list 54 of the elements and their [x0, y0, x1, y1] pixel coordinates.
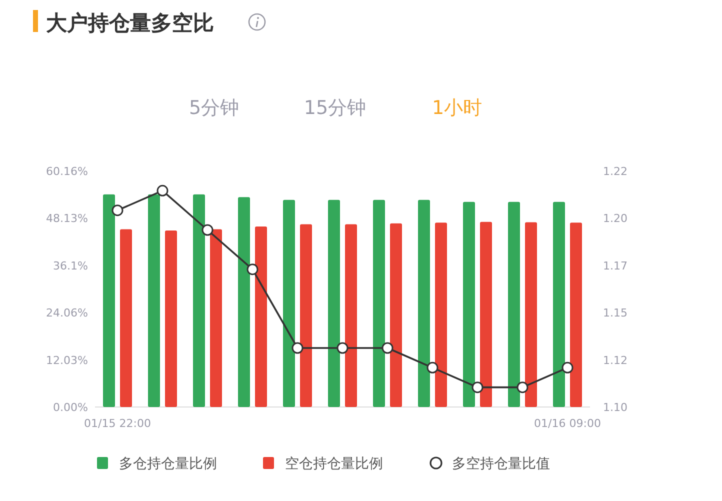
bar [345, 224, 357, 407]
bar [418, 200, 430, 407]
bar [255, 226, 267, 407]
y2-tick-label: 1.12 [603, 354, 628, 367]
bar [148, 194, 160, 407]
bar [553, 202, 565, 407]
y-tick-label: 60.16% [46, 165, 88, 178]
y2-tick-label: 1.15 [603, 306, 628, 320]
x-tick-label: 01/16 09:00 [534, 417, 601, 430]
legend-label: 多空持仓量比值 [452, 456, 550, 472]
y-tick-label: 48.13% [46, 212, 88, 226]
bar [480, 222, 492, 407]
bar [103, 194, 115, 407]
point [562, 362, 574, 374]
bar [193, 194, 205, 407]
y2-tick-label: 1.20 [603, 212, 628, 226]
y2-tick-label: 1.17 [603, 259, 628, 272]
text: 5分钟 [188, 97, 240, 119]
point [292, 342, 304, 354]
point [336, 342, 348, 354]
bar [328, 200, 340, 407]
bar [463, 202, 475, 407]
chart-title: 大户持仓量多空比 [46, 11, 214, 35]
bar [570, 222, 582, 407]
bar [525, 222, 537, 407]
text: 15分钟 [304, 97, 366, 119]
bar [283, 200, 295, 407]
bar [300, 224, 312, 407]
y2-tick-label: 1.22 [603, 165, 628, 178]
point [516, 382, 528, 394]
point [202, 224, 214, 236]
point [246, 264, 258, 276]
legend-label: 空仓持仓量比例 [285, 456, 383, 472]
y-tick-label: 0.00% [53, 401, 88, 414]
bar [165, 230, 177, 407]
bar [390, 223, 402, 407]
bar [120, 229, 132, 407]
point [426, 362, 438, 374]
bar [435, 222, 447, 407]
point [382, 342, 394, 354]
x-tick-label: 01/15 22:00 [84, 417, 151, 430]
point [156, 184, 168, 196]
text: 1小时 [432, 97, 482, 119]
point [112, 204, 124, 216]
legend-label: 多仓持仓量比例 [119, 456, 217, 472]
y-tick-label: 12.03% [46, 354, 88, 367]
bar [238, 197, 250, 407]
bar [508, 202, 520, 407]
bar [373, 200, 385, 407]
y2-tick-label: 1.10 [603, 401, 628, 414]
point [472, 382, 484, 394]
bar [210, 229, 222, 407]
y-tick-label: 36.1% [53, 259, 88, 272]
y-tick-label: 24.06% [46, 306, 88, 320]
